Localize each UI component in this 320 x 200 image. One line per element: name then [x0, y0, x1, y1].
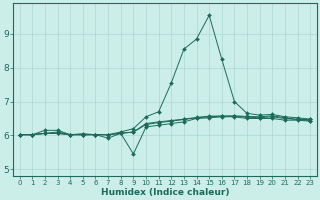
X-axis label: Humidex (Indice chaleur): Humidex (Indice chaleur)	[101, 188, 229, 197]
